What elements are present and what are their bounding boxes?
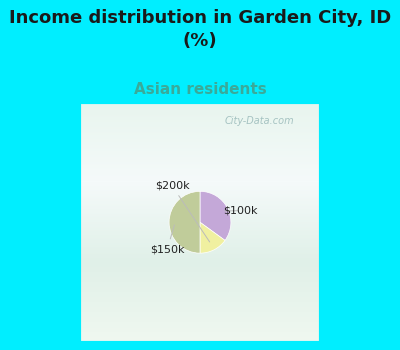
Text: Income distribution in Garden City, ID
(%): Income distribution in Garden City, ID (… [9, 9, 391, 49]
Text: City-Data.com: City-Data.com [224, 116, 294, 126]
Text: $150k: $150k [150, 225, 184, 254]
Wedge shape [169, 191, 200, 253]
Text: $100k: $100k [223, 206, 258, 216]
Text: Asian residents: Asian residents [134, 82, 266, 97]
Wedge shape [200, 191, 231, 240]
Text: $200k: $200k [155, 181, 210, 242]
Bar [79, 102, 321, 343]
Wedge shape [200, 222, 225, 253]
